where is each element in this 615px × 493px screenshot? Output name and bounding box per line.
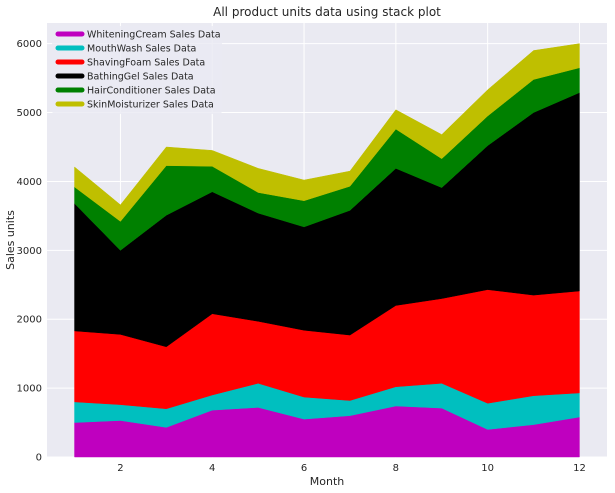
legend-entry: SkinMoisturizer Sales Data [55, 100, 214, 111]
area-skinmoisturizer [74, 43, 580, 222]
chart-title: All product units data using stack plot [213, 5, 441, 19]
x-axis-label: Month [310, 475, 345, 488]
legend-label: SkinMoisturizer Sales Data [87, 100, 214, 111]
legend-entry: MouthWash Sales Data [55, 44, 196, 55]
legend-label: MouthWash Sales Data [87, 44, 196, 55]
x-tick-label: 10 [481, 463, 494, 474]
y-tick-label: 3000 [17, 246, 42, 257]
y-tick-label: 5000 [17, 108, 42, 119]
legend-entry: HairConditioner Sales Data [55, 86, 216, 97]
legend-label: HairConditioner Sales Data [87, 86, 216, 97]
y-tick-label: 2000 [17, 315, 42, 326]
y-tick-label: 1000 [17, 384, 42, 395]
tick-labels: 2 4 6 8 10 12 0 1000 2000 3000 4000 5000 6000 [17, 39, 586, 474]
legend-entry: WhiteningCream Sales Data [55, 30, 221, 41]
legend-label: BathingGel Sales Data [87, 72, 194, 83]
legend-label: ShavingFoam Sales Data [87, 58, 205, 69]
x-tick-label: 12 [573, 463, 586, 474]
legend-entry: ShavingFoam Sales Data [55, 58, 205, 69]
x-tick-label: 8 [393, 463, 399, 474]
y-tick-label: 6000 [17, 39, 42, 50]
x-tick-label: 4 [209, 463, 215, 474]
legend-box [52, 26, 222, 114]
legend: WhiteningCream Sales Data MouthWash Sales… [52, 26, 222, 114]
y-tick-label: 0 [36, 453, 42, 464]
y-axis-label: Sales units [4, 210, 17, 270]
x-tick-label: 6 [301, 463, 307, 474]
legend-label: WhiteningCream Sales Data [87, 30, 221, 41]
x-tick-label: 2 [117, 463, 123, 474]
y-tick-label: 4000 [17, 177, 42, 188]
series-areas [74, 43, 580, 458]
legend-entry: BathingGel Sales Data [55, 72, 194, 83]
